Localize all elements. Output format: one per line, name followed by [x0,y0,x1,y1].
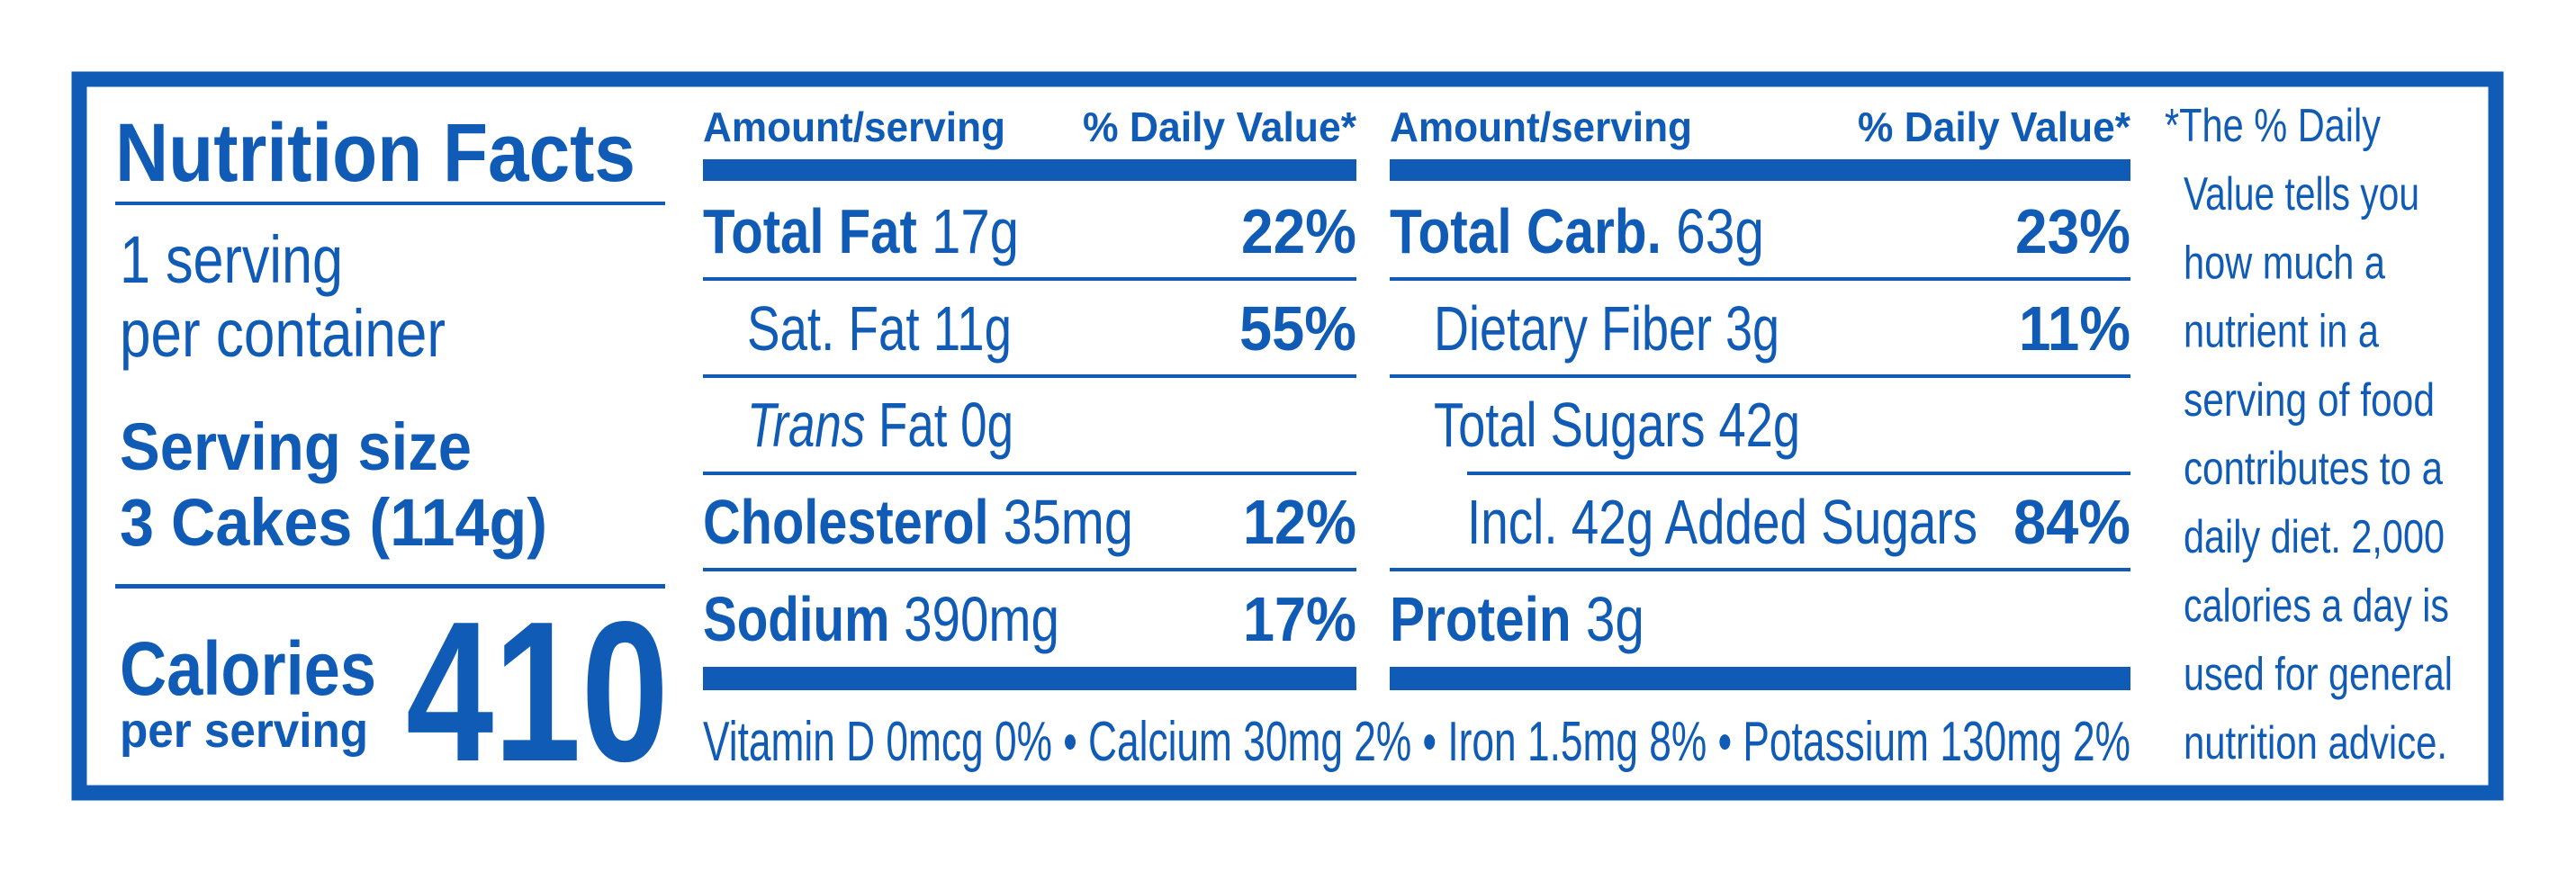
nutrient-row: Total Sugars 42g [1434,390,1800,460]
daily-value: 55% [1239,293,1356,364]
nutrient-name: Protein [1390,584,1572,654]
footnote-line: nutrient in a [2184,306,2379,358]
column-header: % Daily Value* [1083,103,1356,150]
daily-value: 84% [2013,487,2130,557]
nutrient-row: Incl. 42g Added Sugars [1467,487,1977,557]
nutrient-name: Total Carb. [1390,196,1662,266]
vitamins: Vitamin D 0mcg 0% • Calcium 30mg 2% • Ir… [703,711,2130,773]
nutrient-name: Sodium [703,584,889,654]
nutrient-name: Total Fat [703,196,917,266]
daily-value: 12% [1243,487,1356,557]
label-border [71,71,2504,801]
calories-value: 410 [406,580,669,804]
servings: 1 serving [120,222,343,297]
footnote-line: how much a [2184,237,2385,289]
nutrient-name: Trans [747,390,865,460]
serving-size: 3 Cakes (114g) [120,485,547,560]
title: Nutrition Facts [115,107,635,199]
divider [115,584,665,589]
divider [1390,374,2130,378]
thick-bar [703,159,1356,181]
nutrient-amount: 35mg [1004,487,1133,557]
nutrient-row: Protein 3g [1390,584,1644,654]
nutrient-amount: 3g [1586,584,1644,654]
nutrient-amount: 17g [932,196,1019,266]
daily-value: 22% [1241,196,1356,266]
footnote-line: daily diet. 2,000 [2184,511,2445,563]
footnote-line: calories a day is [2184,580,2449,632]
nutrient-row: Dietary Fiber 3g [1434,293,1779,364]
thick-bar [1390,159,2130,181]
footnote-line: serving of food [2184,374,2435,427]
divider [703,277,1356,281]
divider [1390,568,2130,571]
column-header: Amount/serving [1390,103,1692,150]
footnote: *The % Daily Value tells you how much a nut… [2165,100,2453,769]
divider [703,374,1356,378]
nutrient-row: Total Carb. 63g [1390,196,1764,266]
divider [1390,277,2130,281]
footnote-line: Value tells you [2184,168,2419,220]
footnote-line: nutrition advice. [2184,717,2447,769]
divider [703,568,1356,571]
divider [703,472,1356,475]
calories-label: Calories [120,626,376,711]
nutrient-amount: Fat 0g [878,390,1013,460]
calories-sublabel: per serving [120,704,368,758]
nutrient-row: Sat. Fat 11g [747,293,1012,364]
footnote-line: used for general [2184,649,2453,701]
divider [1467,472,2130,475]
nutrient-row: Cholesterol 35mg [703,487,1133,557]
column-header: % Daily Value* [1858,103,2130,150]
divider [115,202,665,205]
servings: per container [120,296,446,371]
daily-value: 23% [2015,196,2130,266]
nutrient-amount: 390mg [904,584,1059,654]
footnote-line: contributes to a [2184,443,2443,495]
nutrient-row: Trans Fat 0g [747,390,1013,460]
thick-bar [703,667,1356,690]
footnote-line: *The % Daily [2165,100,2381,152]
nutrient-row: Sodium 390mg [703,584,1059,654]
nutrient-amount: 63g [1676,196,1764,266]
daily-value: 17% [1243,584,1356,654]
nutrient-row: Total Fat 17g [703,196,1019,266]
nutrient-name: Cholesterol [703,487,989,557]
serving-size-label: Serving size [120,409,472,484]
thick-bar [1390,667,2130,690]
daily-value: 11% [2019,293,2130,364]
column-header: Amount/serving [703,103,1005,150]
